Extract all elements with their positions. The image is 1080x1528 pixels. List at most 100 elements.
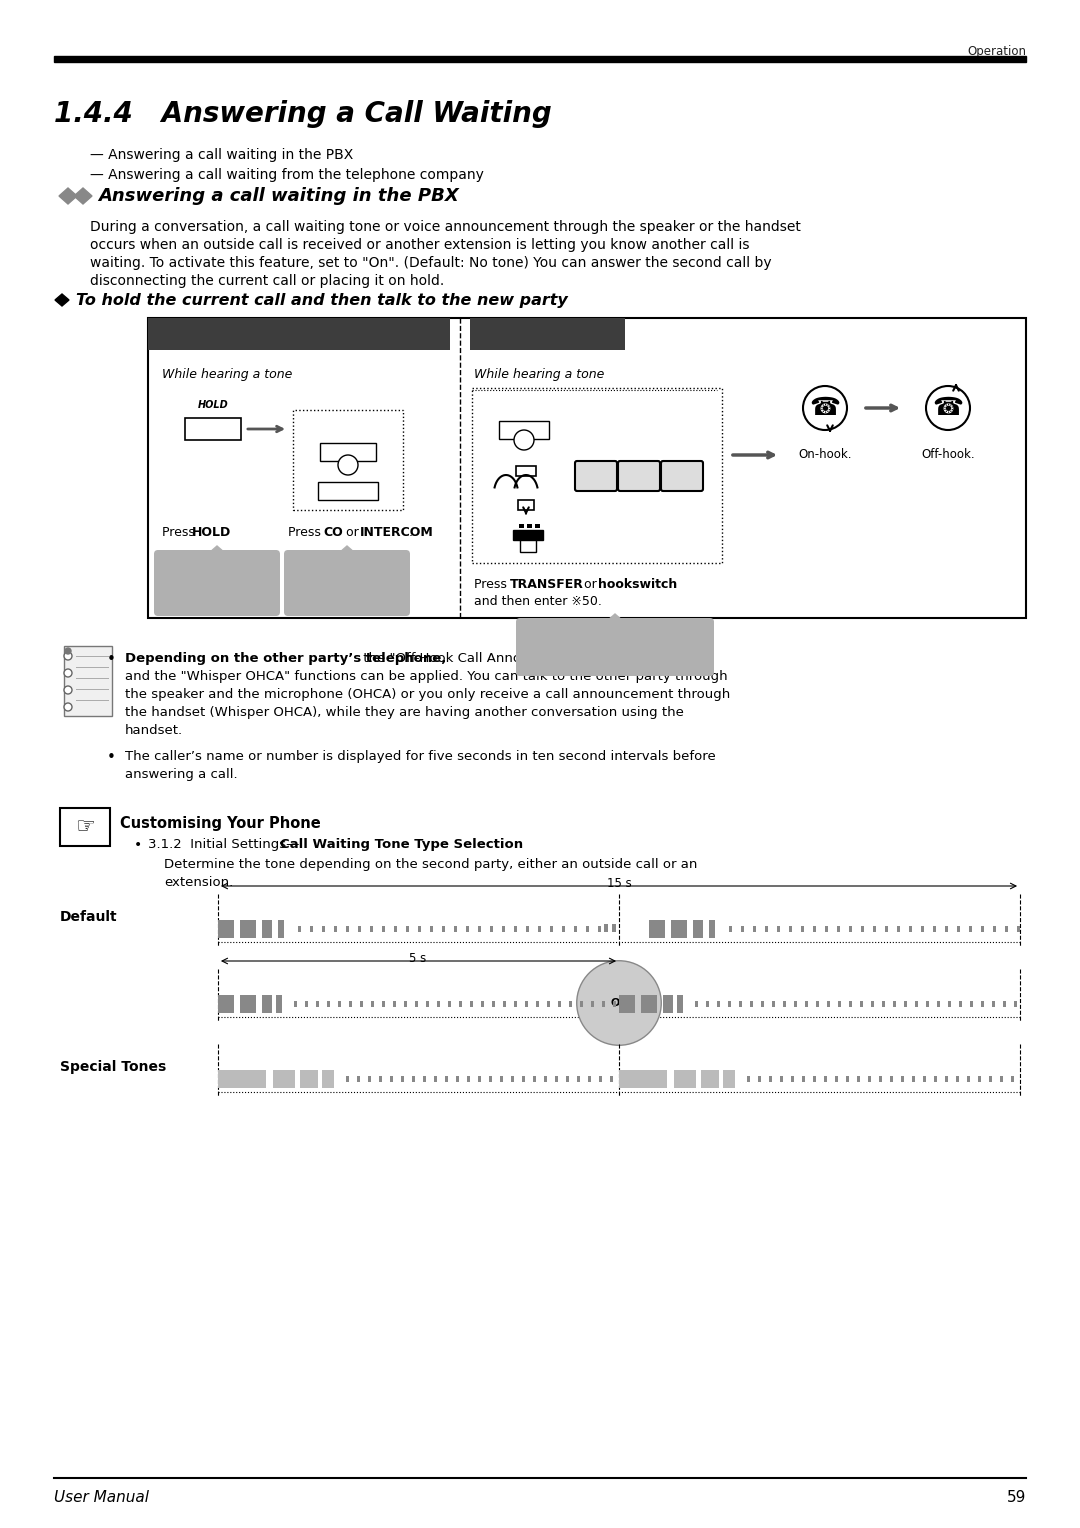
Bar bbox=[566, 1076, 569, 1082]
Bar bbox=[599, 1076, 602, 1082]
Text: ☎: ☎ bbox=[809, 396, 840, 420]
Bar bbox=[945, 1076, 948, 1082]
Bar bbox=[64, 646, 112, 717]
Bar bbox=[769, 1076, 772, 1082]
Bar bbox=[334, 926, 337, 932]
Bar bbox=[394, 926, 397, 932]
Bar bbox=[382, 926, 384, 932]
Bar bbox=[835, 1076, 838, 1082]
Text: User Manual: User Manual bbox=[54, 1490, 149, 1505]
Bar bbox=[148, 318, 1026, 617]
Bar bbox=[185, 419, 241, 440]
Polygon shape bbox=[607, 614, 623, 620]
Bar bbox=[861, 926, 864, 932]
Bar bbox=[882, 1001, 885, 1007]
Bar bbox=[519, 539, 536, 552]
Bar bbox=[1000, 1076, 1003, 1082]
Text: the "Off-Hook Call Announcement (OHCA)": the "Off-Hook Call Announcement (OHCA)" bbox=[359, 652, 647, 665]
Bar bbox=[368, 1076, 372, 1082]
Text: or: or bbox=[342, 526, 363, 539]
Bar bbox=[741, 926, 744, 932]
Text: handset.: handset. bbox=[125, 724, 184, 736]
Bar bbox=[522, 1076, 525, 1082]
Bar bbox=[717, 1001, 720, 1007]
Bar bbox=[674, 1070, 696, 1088]
Polygon shape bbox=[55, 293, 69, 306]
Bar bbox=[327, 1001, 330, 1007]
Bar bbox=[838, 1001, 841, 1007]
Bar bbox=[849, 926, 852, 932]
Bar bbox=[278, 920, 284, 938]
Bar bbox=[445, 1076, 448, 1082]
Bar bbox=[580, 1001, 583, 1007]
Bar bbox=[849, 1001, 852, 1007]
Bar bbox=[514, 1001, 517, 1007]
Bar bbox=[981, 926, 984, 932]
Bar bbox=[320, 443, 376, 461]
Bar bbox=[218, 1070, 266, 1088]
Text: extension.: extension. bbox=[164, 876, 233, 889]
FancyBboxPatch shape bbox=[661, 461, 703, 490]
Circle shape bbox=[65, 648, 71, 654]
Bar bbox=[379, 1076, 382, 1082]
Bar bbox=[360, 1001, 363, 1007]
Bar bbox=[411, 1076, 415, 1082]
Bar bbox=[562, 926, 565, 932]
Bar bbox=[294, 1001, 297, 1007]
Bar bbox=[967, 1076, 970, 1082]
Text: Answering a call waiting in the PBX: Answering a call waiting in the PBX bbox=[98, 186, 459, 205]
Bar bbox=[60, 808, 110, 847]
Bar bbox=[805, 1001, 808, 1007]
Bar bbox=[671, 920, 687, 938]
Bar bbox=[503, 1001, 507, 1007]
Bar bbox=[346, 926, 349, 932]
Text: — Answering a call waiting from the telephone company: — Answering a call waiting from the tele… bbox=[90, 168, 484, 182]
Bar bbox=[535, 524, 540, 529]
Bar bbox=[706, 1001, 708, 1007]
Bar bbox=[499, 422, 549, 439]
Bar bbox=[934, 1076, 937, 1082]
Text: hookswitch: hookswitch bbox=[598, 578, 677, 591]
Text: TRANSFER: TRANSFER bbox=[510, 578, 584, 591]
Bar bbox=[970, 1001, 973, 1007]
Bar bbox=[729, 926, 732, 932]
Text: Disregard this step: Disregard this step bbox=[167, 565, 267, 576]
Bar bbox=[602, 1001, 605, 1007]
Bar bbox=[780, 1076, 783, 1082]
Bar bbox=[663, 995, 673, 1013]
Text: OR: OR bbox=[610, 998, 627, 1008]
Bar bbox=[393, 1001, 396, 1007]
Bar bbox=[573, 926, 577, 932]
Text: Default: Default bbox=[60, 911, 118, 924]
Bar bbox=[434, 1076, 437, 1082]
Text: TRANSFER: TRANSFER bbox=[500, 406, 548, 416]
Text: PT/PS: PT/PS bbox=[162, 325, 216, 342]
Bar bbox=[544, 1076, 546, 1082]
Bar bbox=[349, 1001, 352, 1007]
Text: — Answering a call waiting in the PBX: — Answering a call waiting in the PBX bbox=[90, 148, 353, 162]
Bar bbox=[957, 926, 960, 932]
Bar bbox=[481, 1001, 484, 1007]
Bar bbox=[346, 1076, 349, 1082]
Bar bbox=[276, 995, 282, 1013]
Text: CO: CO bbox=[323, 526, 342, 539]
Bar bbox=[989, 1076, 993, 1082]
Bar bbox=[794, 1001, 797, 1007]
Bar bbox=[262, 995, 272, 1013]
Bar bbox=[923, 1076, 926, 1082]
Text: 3.1.2  Initial Settings—: 3.1.2 Initial Settings— bbox=[148, 837, 299, 851]
Bar bbox=[273, 1070, 295, 1088]
Bar bbox=[322, 926, 325, 932]
Bar bbox=[54, 57, 1026, 63]
Bar bbox=[492, 1001, 495, 1007]
Bar bbox=[901, 1076, 904, 1082]
Bar bbox=[310, 926, 313, 932]
Text: During a conversation, a call waiting tone or voice announcement through the spe: During a conversation, a call waiting to… bbox=[90, 220, 801, 234]
Bar bbox=[739, 1001, 742, 1007]
Bar bbox=[1003, 1001, 1005, 1007]
Bar bbox=[591, 1001, 594, 1007]
Bar bbox=[750, 1001, 753, 1007]
Bar bbox=[586, 926, 589, 932]
Bar bbox=[904, 1001, 907, 1007]
Text: disconnecting the current call or placing it on hold.: disconnecting the current call or placin… bbox=[90, 274, 444, 287]
